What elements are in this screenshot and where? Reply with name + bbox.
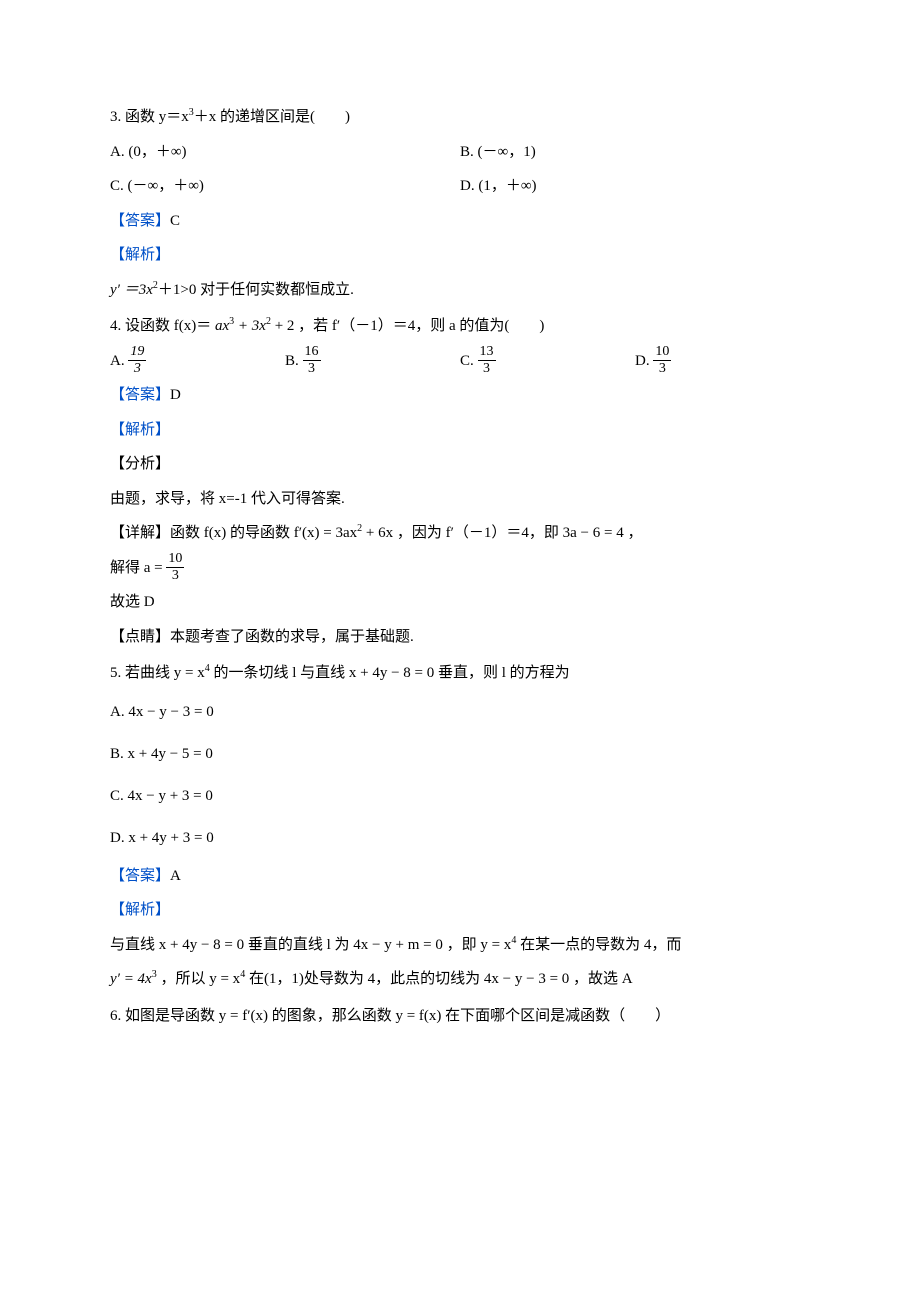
q4-stem-d: + 2 ，若 f′（－1）＝4，则 a 的值为( ) <box>271 318 544 334</box>
q5-stem: 5. 若曲线 y = x4 的一条切线 l 与直线 x + 4y − 8 = 0… <box>110 656 810 691</box>
q5-exp2-c: 在(1，1)处导数为 4，此点的切线为 4x − y − 3 = 0 ，故选 A <box>245 971 632 987</box>
q4-stem-c: + 3x <box>234 318 266 334</box>
q4-fenxi-label: 【分析】 <box>110 447 810 482</box>
q3-stem-pre: 3. 函数 y＝x <box>110 109 189 125</box>
q4-stem-a: 4. 设函数 f(x)＝ <box>110 318 215 334</box>
q4-opt-c: C. 133 <box>460 344 635 379</box>
q4-det-b: + 6x ，因为 f′（－1）＝4，即 3a − 6 = 4 ， <box>362 525 642 541</box>
q5-analysis-label: 【解析】 <box>110 893 810 928</box>
q4-answer: 【答案】D <box>110 378 810 413</box>
q5-opt-b: B. x + 4y − 5 = 0 <box>110 733 810 775</box>
q4-stem-b: ax <box>215 318 229 334</box>
q3-opt-c: C. (－∞，＋∞) <box>110 169 460 204</box>
q4-options: A. 193 B. 163 C. 133 D. 103 <box>110 344 810 379</box>
q5-exp1-b: 在某一点的导数为 4，而 <box>516 937 681 953</box>
q4-detail: 【详解】函数 f(x) 的导函数 f′(x) = 3ax2 + 6x ，因为 f… <box>110 516 810 551</box>
q5-stem-a: 5. 若曲线 y = x <box>110 665 205 681</box>
q5-exp2: y′ = 4x3 ，所以 y = x4 在(1，1)处导数为 4，此点的切线为 … <box>110 962 810 997</box>
q4-fenxi-text: 由题，求导，将 x=-1 代入可得答案. <box>110 482 810 517</box>
q4-stem: 4. 设函数 f(x)＝ ax3 + 3x2 + 2 ，若 f′（－1）＝4，则… <box>110 309 810 344</box>
dianjing-label: 【点睛】 <box>110 629 170 645</box>
question-6: 6. 如图是导函数 y = f′(x) 的图象，那么函数 y = f(x) 在下… <box>110 999 810 1034</box>
question-3: 3. 函数 y＝x3＋x 的递增区间是( ) A. (0，＋∞) B. (－∞，… <box>110 100 810 307</box>
q5-exp2-b: ，所以 y = x <box>157 971 240 987</box>
q4-b-label: B. <box>285 353 303 369</box>
q3-stem: 3. 函数 y＝x3＋x 的递增区间是( ) <box>110 100 810 135</box>
q3-stem-post: ＋x 的递增区间是( ) <box>194 109 350 125</box>
q5-answer-val: A <box>170 868 181 884</box>
q4-d-label: D. <box>635 353 653 369</box>
q4-opt-d: D. 103 <box>635 344 810 379</box>
q4-det-a: 函数 f(x) 的导函数 f′(x) = 3ax <box>170 525 357 541</box>
q4-opt-b: B. 163 <box>285 344 460 379</box>
q4-c-frac: 133 <box>478 344 496 376</box>
q4-detail-c: 解得 a = 103 <box>110 551 810 586</box>
q4-a-label: A. <box>110 353 128 369</box>
answer-label: 【答案】 <box>110 868 170 884</box>
q4-opt-a: A. 193 <box>110 344 285 379</box>
q4-d-frac: 103 <box>653 344 671 376</box>
q3-opt-b: B. (－∞，1) <box>460 135 810 170</box>
q3-exp-post: ＋1>0 对于任何实数都恒成立. <box>158 282 354 298</box>
q4-det-c-frac: 103 <box>166 551 184 583</box>
question-5: 5. 若曲线 y = x4 的一条切线 l 与直线 x + 4y − 8 = 0… <box>110 656 810 997</box>
q5-opt-c: C. 4x − y + 3 = 0 <box>110 775 810 817</box>
q4-a-frac: 193 <box>128 344 146 376</box>
q5-exp2-a: y′ = 4x <box>110 971 152 987</box>
q3-opt-a: A. (0，＋∞) <box>110 135 460 170</box>
q4-c-label: C. <box>460 353 478 369</box>
q5-opt-a: A. 4x − y − 3 = 0 <box>110 691 810 733</box>
detail-label: 【详解】 <box>110 525 170 541</box>
q3-answer-val: C <box>170 213 180 229</box>
q3-exp-pre: y′ ＝3x <box>110 282 153 298</box>
q4-dianjing: 【点睛】本题考查了函数的求导，属于基础题. <box>110 620 810 655</box>
answer-label: 【答案】 <box>110 387 170 403</box>
answer-label: 【答案】 <box>110 213 170 229</box>
q5-opt-d: D. x + 4y + 3 = 0 <box>110 817 810 859</box>
question-4: 4. 设函数 f(x)＝ ax3 + 3x2 + 2 ，若 f′（－1）＝4，则… <box>110 309 810 654</box>
q4-gu: 故选 D <box>110 585 810 620</box>
q5-stem-b: 的一条切线 l 与直线 x + 4y − 8 = 0 垂直，则 l 的方程为 <box>210 665 570 681</box>
q4-answer-val: D <box>170 387 181 403</box>
q4-analysis-label: 【解析】 <box>110 413 810 448</box>
q6-stem: 6. 如图是导函数 y = f′(x) 的图象，那么函数 y = f(x) 在下… <box>110 999 810 1034</box>
q3-options-row1: A. (0，＋∞) B. (－∞，1) <box>110 135 810 170</box>
q3-opt-d: D. (1，＋∞) <box>460 169 810 204</box>
q5-answer: 【答案】A <box>110 859 810 894</box>
q5-exp1-a: 与直线 x + 4y − 8 = 0 垂直的直线 l 为 4x − y + m … <box>110 937 511 953</box>
q4-b-frac: 163 <box>303 344 321 376</box>
q3-options-row2: C. (－∞，＋∞) D. (1，＋∞) <box>110 169 810 204</box>
q5-exp1: 与直线 x + 4y − 8 = 0 垂直的直线 l 为 4x − y + m … <box>110 928 810 963</box>
q4-dj-text: 本题考查了函数的求导，属于基础题. <box>170 629 414 645</box>
q4-det-c-pre: 解得 a = <box>110 560 166 576</box>
q3-explain: y′ ＝3x2＋1>0 对于任何实数都恒成立. <box>110 273 810 308</box>
q3-analysis-label: 【解析】 <box>110 238 810 273</box>
q3-answer: 【答案】C <box>110 204 810 239</box>
